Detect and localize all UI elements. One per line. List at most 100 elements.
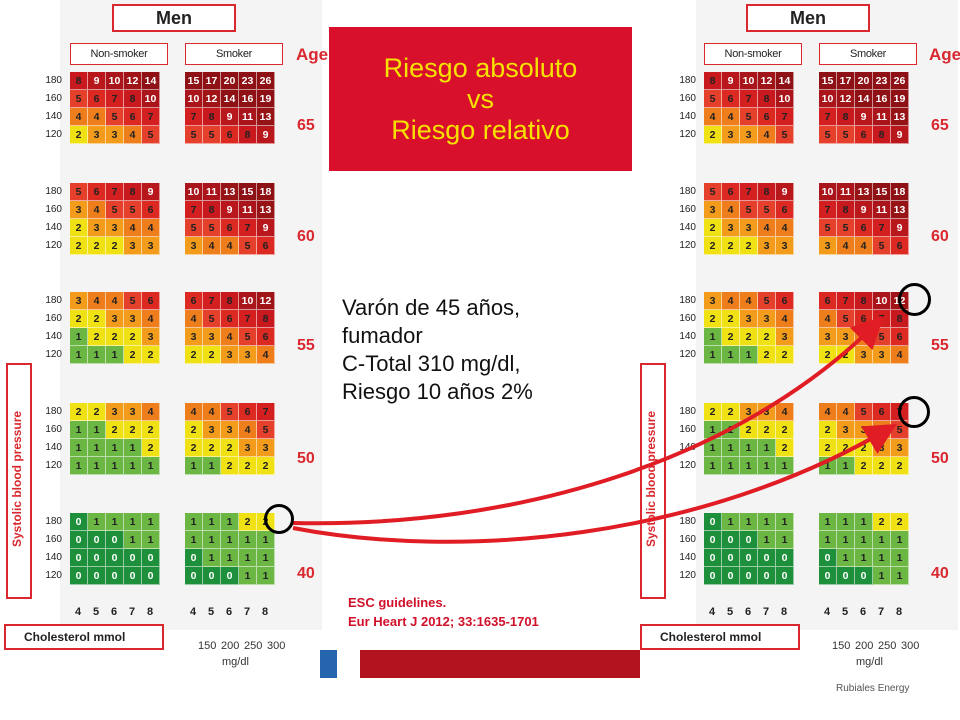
risk-cell: 4 bbox=[776, 310, 794, 328]
risk-cell: 9 bbox=[776, 183, 794, 201]
risk-cell: 2 bbox=[185, 439, 203, 457]
risk-cell: 6 bbox=[221, 310, 239, 328]
risk-cell: 5 bbox=[837, 310, 855, 328]
risk-cell: 1 bbox=[722, 457, 740, 475]
risk-cell: 1 bbox=[819, 513, 837, 531]
right-bp-label: 160 bbox=[679, 93, 696, 104]
risk-cell: 2 bbox=[758, 346, 776, 364]
risk-cell: 0 bbox=[142, 549, 160, 567]
risk-cell: 5 bbox=[873, 237, 891, 255]
risk-cell: 9 bbox=[257, 126, 275, 144]
case-line-4: Riesgo 10 años 2% bbox=[342, 379, 533, 404]
left-age-header: Age bbox=[296, 45, 329, 64]
right-chol-mmol-tick: 4 bbox=[824, 606, 831, 618]
risk-cell: 3 bbox=[88, 219, 106, 237]
risk-cell: 1 bbox=[221, 549, 239, 567]
risk-cell: 2 bbox=[185, 346, 203, 364]
risk-cell: 20 bbox=[855, 72, 873, 90]
risk-cell: 3 bbox=[124, 310, 142, 328]
risk-cell: 1 bbox=[106, 439, 124, 457]
risk-cell: 7 bbox=[819, 108, 837, 126]
right-bp-label: 180 bbox=[679, 516, 696, 527]
risk-cell: 0 bbox=[221, 567, 239, 585]
risk-cell: 0 bbox=[758, 549, 776, 567]
risk-cell: 3 bbox=[106, 403, 124, 421]
risk-cell: 2 bbox=[891, 457, 909, 475]
risk-cell: 4 bbox=[142, 310, 160, 328]
right-chol-mmol-tick: 6 bbox=[860, 606, 867, 618]
right-bp-label: 160 bbox=[679, 534, 696, 545]
left-bp-label: 160 bbox=[45, 93, 62, 104]
risk-cell: 1 bbox=[88, 421, 106, 439]
risk-cell: 1 bbox=[70, 421, 88, 439]
risk-cell: 1 bbox=[185, 531, 203, 549]
risk-cell: 1 bbox=[88, 346, 106, 364]
risk-cell: 1 bbox=[891, 549, 909, 567]
risk-cell: 1 bbox=[257, 549, 275, 567]
risk-cell: 7 bbox=[106, 183, 124, 201]
risk-cell: 18 bbox=[257, 183, 275, 201]
risk-cell: 8 bbox=[758, 90, 776, 108]
risk-cell: 2 bbox=[124, 346, 142, 364]
risk-cell: 1 bbox=[776, 513, 794, 531]
risk-cell: 6 bbox=[221, 219, 239, 237]
risk-cell: 0 bbox=[740, 567, 758, 585]
right-men-label: Men bbox=[746, 4, 870, 32]
risk-cell: 16 bbox=[873, 90, 891, 108]
risk-cell: 9 bbox=[855, 201, 873, 219]
risk-cell: 2 bbox=[758, 328, 776, 346]
right-sbp-label: Systolic blood pressure bbox=[644, 410, 658, 547]
risk-cell: 2 bbox=[740, 328, 758, 346]
risk-cell: 5 bbox=[221, 403, 239, 421]
risk-cell: 7 bbox=[185, 201, 203, 219]
risk-cell: 2 bbox=[722, 237, 740, 255]
risk-cell: 5 bbox=[819, 219, 837, 237]
right-chol-mgdl-tick: 150 bbox=[832, 640, 851, 652]
right-bp-label: 160 bbox=[679, 313, 696, 324]
risk-cell: 14 bbox=[221, 90, 239, 108]
risk-cell: 3 bbox=[758, 310, 776, 328]
left-sbp-box bbox=[6, 363, 32, 599]
right-chol-mmol-tick: 8 bbox=[781, 606, 788, 618]
left-grid-age60-smoker: 10 11 13 15 18 7 8 9 11 13 5 5 6 7 9 3 4 4 5 6 bbox=[185, 183, 275, 255]
risk-cell: 1 bbox=[70, 328, 88, 346]
title-box: Riesgo absoluto vs Riesgo relativo bbox=[329, 27, 632, 171]
risk-cell: 19 bbox=[891, 90, 909, 108]
risk-cell: 0 bbox=[88, 567, 106, 585]
risk-cell: 2 bbox=[837, 439, 855, 457]
risk-cell: 1 bbox=[142, 513, 160, 531]
risk-cell: 13 bbox=[221, 183, 239, 201]
risk-cell: 3 bbox=[776, 237, 794, 255]
right-bp-label: 140 bbox=[679, 331, 696, 342]
risk-cell: 2 bbox=[70, 237, 88, 255]
risk-cell: 8 bbox=[124, 90, 142, 108]
risk-cell: 1 bbox=[758, 439, 776, 457]
right-chol-mgdl-tick: 200 bbox=[855, 640, 874, 652]
reference-line-1: ESC guidelines. bbox=[348, 595, 447, 610]
risk-cell: 4 bbox=[776, 219, 794, 237]
risk-cell: 2 bbox=[855, 457, 873, 475]
risk-cell: 0 bbox=[722, 549, 740, 567]
risk-cell: 6 bbox=[873, 403, 891, 421]
risk-cell: 8 bbox=[837, 201, 855, 219]
risk-cell: 11 bbox=[239, 201, 257, 219]
risk-cell: 2 bbox=[88, 328, 106, 346]
risk-cell: 2 bbox=[203, 346, 221, 364]
risk-cell: 2 bbox=[142, 439, 160, 457]
risk-cell: 3 bbox=[142, 237, 160, 255]
risk-cell: 4 bbox=[185, 403, 203, 421]
risk-cell: 4 bbox=[722, 108, 740, 126]
risk-cell: 9 bbox=[722, 72, 740, 90]
risk-cell: 1 bbox=[873, 567, 891, 585]
right-chol-mmol-tick: 6 bbox=[745, 606, 752, 618]
risk-cell: 7 bbox=[257, 403, 275, 421]
right-bp-label: 120 bbox=[679, 570, 696, 581]
left-bp-label: 160 bbox=[45, 424, 62, 435]
right-age-label: 50 bbox=[931, 450, 949, 467]
risk-cell: 1 bbox=[106, 457, 124, 475]
risk-cell: 0 bbox=[185, 567, 203, 585]
risk-cell: 2 bbox=[873, 457, 891, 475]
risk-cell: 7 bbox=[873, 219, 891, 237]
